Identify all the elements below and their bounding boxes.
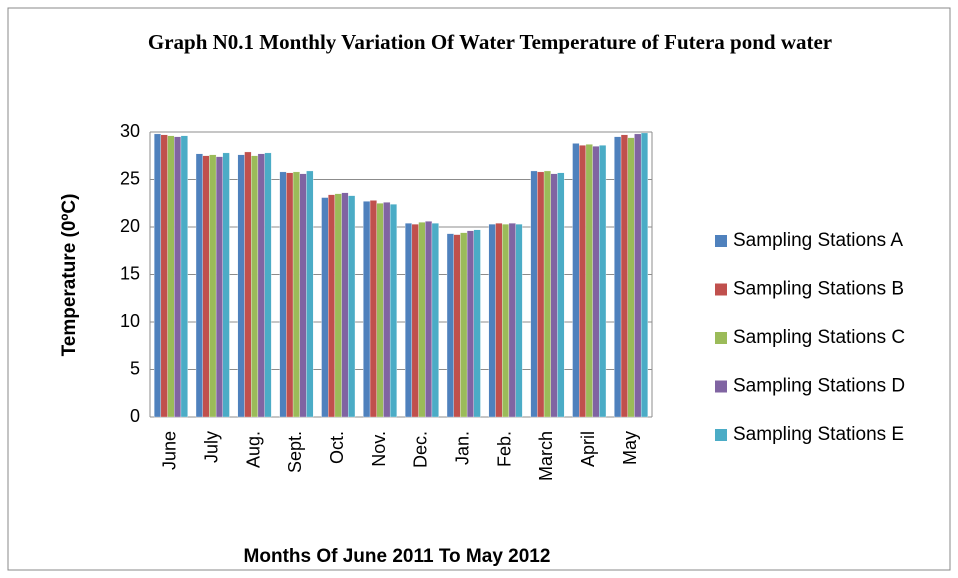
bar <box>257 153 265 418</box>
legend-marker <box>715 283 727 296</box>
bar <box>460 232 468 418</box>
bar <box>237 154 245 418</box>
y-tick-label: 30 <box>120 121 140 141</box>
bar <box>579 145 587 418</box>
legend-marker <box>715 380 727 393</box>
bar <box>321 197 329 418</box>
bar <box>160 134 168 418</box>
x-tick-label: Dec. <box>411 431 431 468</box>
bar <box>473 229 481 418</box>
bar <box>202 155 210 418</box>
bar <box>209 154 217 418</box>
bar <box>627 137 635 418</box>
y-tick-label: 15 <box>120 263 140 283</box>
bar <box>550 173 558 418</box>
bar <box>264 152 272 418</box>
x-tick-label: July <box>202 431 222 463</box>
x-tick-label: April <box>578 431 598 467</box>
bar <box>425 221 433 418</box>
bar <box>334 193 342 418</box>
bar <box>431 223 439 418</box>
y-tick-label: 25 <box>120 168 140 188</box>
legend-marker <box>715 429 727 441</box>
bar <box>389 204 397 418</box>
bar <box>195 153 203 418</box>
legend-label: Sampling Stations D <box>733 376 905 397</box>
bar <box>174 136 182 418</box>
bar <box>572 143 580 418</box>
bar <box>614 136 622 418</box>
x-tick-label: March <box>536 431 556 481</box>
y-tick-label: 5 <box>130 358 140 378</box>
bar <box>495 223 503 418</box>
bar <box>154 133 162 418</box>
bar <box>328 194 336 418</box>
bar <box>418 222 426 418</box>
bar <box>634 133 642 418</box>
bar <box>251 155 259 418</box>
x-tick-label: Sept. <box>285 431 305 473</box>
chart-border <box>7 7 951 571</box>
chart-title: Graph N0.1 Monthly Variation Of Water Te… <box>147 30 833 54</box>
bar <box>286 172 294 418</box>
x-axis-title: Months Of June 2011 To May 2012 <box>244 546 551 567</box>
y-tick-label: 10 <box>120 311 140 331</box>
legend-label: Sampling Stations E <box>733 424 904 445</box>
y-tick-label: 0 <box>130 406 140 426</box>
bar <box>215 156 223 418</box>
bar <box>640 132 648 418</box>
bar <box>222 152 230 418</box>
bar <box>306 170 314 418</box>
legend-label: Sampling Stations A <box>733 230 903 251</box>
bar <box>599 145 607 418</box>
bar <box>543 170 551 418</box>
bar <box>453 234 461 418</box>
bar <box>592 146 600 418</box>
legend-marker <box>715 235 727 247</box>
legend-label: Sampling Stations C <box>733 327 905 348</box>
bar <box>446 233 454 418</box>
bar <box>557 172 565 418</box>
bar <box>279 171 287 418</box>
bar <box>530 170 538 418</box>
bar <box>488 223 496 418</box>
x-tick-label: May <box>620 431 640 465</box>
y-tick-label: 20 <box>120 216 140 236</box>
x-tick-label: Oct. <box>327 431 347 464</box>
bar <box>620 134 628 418</box>
bar <box>180 135 188 418</box>
bar <box>585 144 593 418</box>
legend-marker <box>715 332 727 344</box>
bar <box>341 192 349 418</box>
bar <box>515 223 523 418</box>
bar <box>502 223 510 418</box>
bar <box>167 135 175 418</box>
bar <box>383 202 391 418</box>
bar <box>369 200 377 418</box>
x-tick-label: Jan. <box>453 431 473 465</box>
bar <box>405 223 413 418</box>
bar <box>348 195 356 418</box>
bar <box>411 223 419 418</box>
x-tick-label: Nov. <box>369 431 389 467</box>
bar <box>508 223 516 418</box>
bar <box>363 201 371 418</box>
bar <box>244 151 252 418</box>
legend-label: Sampling Stations B <box>733 279 904 300</box>
bar <box>376 203 384 418</box>
y-axis-title: Temperature (0ºC) <box>59 194 80 357</box>
x-tick-label: June <box>160 431 180 470</box>
x-tick-label: Aug. <box>243 431 263 468</box>
x-tick-label: Feb. <box>494 431 514 467</box>
bar <box>292 171 300 418</box>
bar <box>537 171 545 418</box>
bar <box>466 230 474 418</box>
bar <box>299 173 307 418</box>
